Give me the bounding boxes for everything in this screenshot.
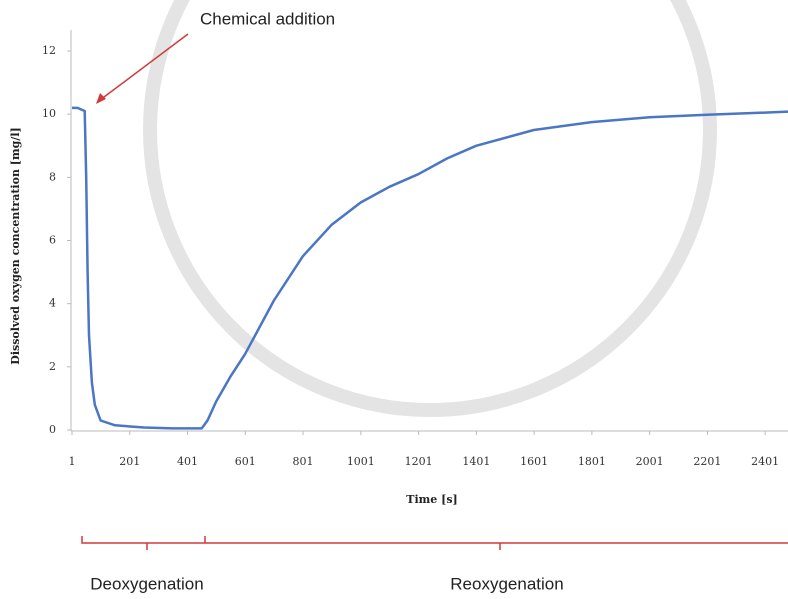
x-axis-title: Time [s] [406, 493, 457, 506]
x-tick-label: 401 [177, 455, 198, 468]
x-tick-label: 1201 [405, 455, 433, 468]
x-tick-label: 1 [69, 455, 76, 468]
y-tick-label: 4 [49, 297, 56, 310]
phase-label: Reoxygenation [450, 574, 563, 593]
x-tick-label: 1601 [520, 455, 548, 468]
y-tick-label: 0 [49, 423, 56, 436]
y-tick-label: 12 [42, 44, 56, 57]
x-tick-label: 1801 [578, 455, 606, 468]
phase-label: Deoxygenation [90, 574, 203, 593]
watermark [150, 0, 710, 410]
annotation-arrow [100, 34, 188, 100]
x-tick-label: 1001 [347, 455, 375, 468]
page: {"chart_data": {"type": "line", "x_label… [0, 0, 788, 599]
x-tick-label: 201 [119, 455, 140, 468]
y-tick-label: 6 [49, 234, 56, 247]
y-tick-label: 8 [49, 170, 56, 183]
arrow-head [96, 93, 106, 104]
x-tick-label: 801 [293, 455, 314, 468]
phase-bracket [82, 536, 788, 550]
x-tick-label: 601 [235, 455, 256, 468]
chart: Time [s] Dissolved oxygen concentration … [0, 0, 788, 599]
x-tick-label: 2201 [693, 455, 721, 468]
annotation: Chemical addition [200, 9, 335, 28]
x-tick-label: 2401 [751, 455, 779, 468]
y-axis-title: Dissolved oxygen concentration [mg/l] [9, 127, 22, 364]
y-tick-label: 2 [49, 360, 56, 373]
x-tick-label: 2001 [636, 455, 664, 468]
y-tick-label: 10 [42, 107, 56, 120]
x-tick-label: 1401 [462, 455, 490, 468]
